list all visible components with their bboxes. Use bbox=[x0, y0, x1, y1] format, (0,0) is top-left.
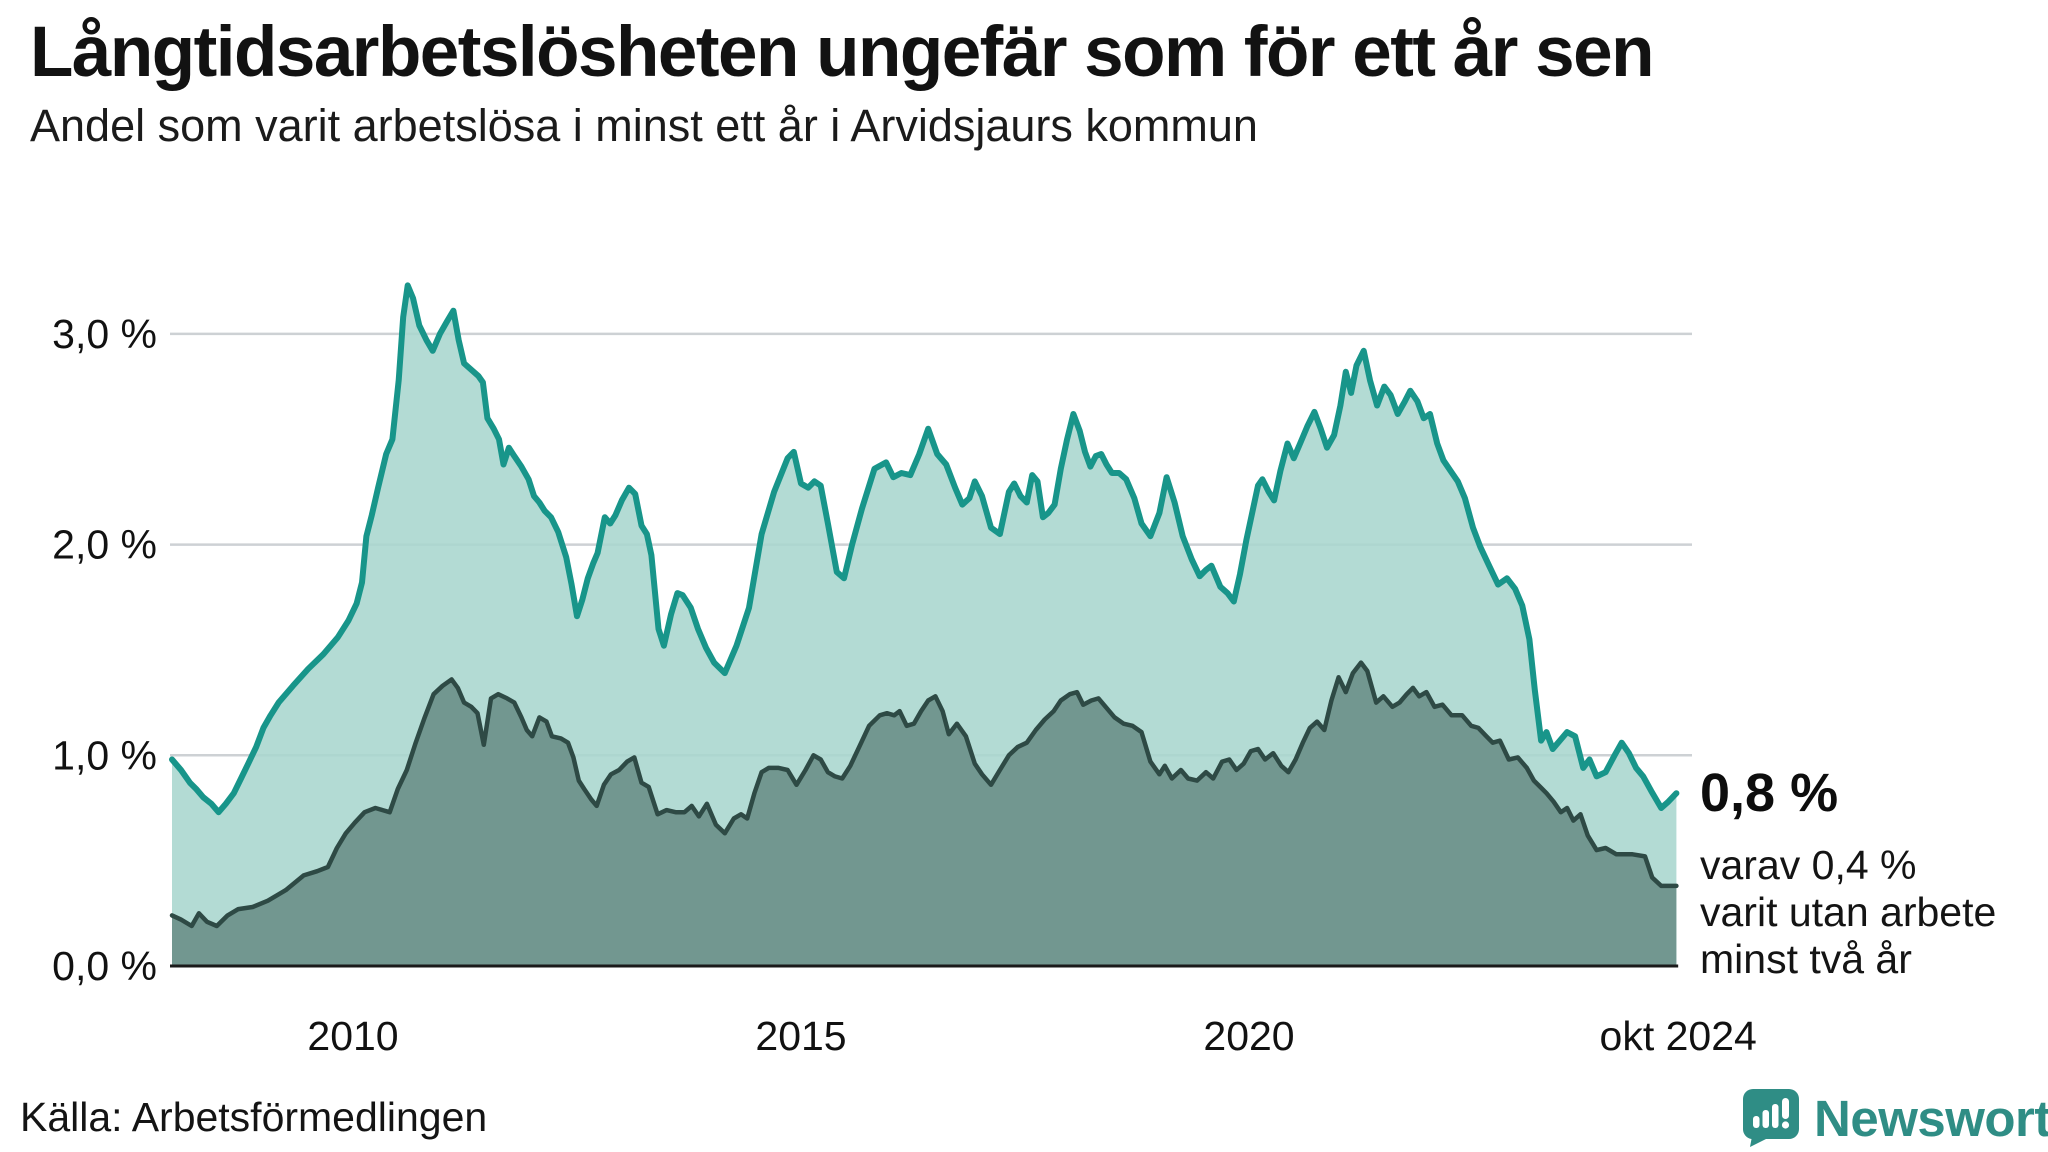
x-axis-label: 2020 bbox=[1203, 1013, 1294, 1059]
annotation-note-line: minst två år bbox=[1700, 936, 1912, 983]
x-axis-label: 2015 bbox=[755, 1013, 846, 1059]
y-axis-label: 1,0 % bbox=[52, 732, 157, 778]
x-axis-label: okt 2024 bbox=[1600, 1013, 1757, 1059]
newsworthy-wordmark: Newsworthy bbox=[1814, 1089, 2048, 1147]
source-note: Källa: Arbetsförmedlingen bbox=[20, 1094, 488, 1140]
latest-two-year-note: varav 0,4 % varit utan arbete minst två år bbox=[1700, 842, 2030, 983]
series-two-years-fill bbox=[172, 662, 1677, 966]
annotation-note-line: varit utan arbete bbox=[1700, 889, 1997, 936]
x-axis-label: 2010 bbox=[307, 1013, 398, 1059]
y-axis-label: 0,0 % bbox=[52, 943, 157, 989]
series-two-years-line bbox=[169, 660, 1679, 929]
newsworthy-logo: Newsworthy bbox=[1742, 1088, 2048, 1148]
latest-value-annotation: 0,8 % varav 0,4 % varit utan arbete minst … bbox=[1700, 762, 2030, 983]
newsworthy-logo-icon bbox=[1742, 1089, 1799, 1147]
chart-subtitle: Andel som varit arbetslösa i minst ett å… bbox=[30, 100, 1258, 151]
y-axis-label: 3,0 % bbox=[52, 311, 157, 357]
y-axis-label: 2,0 % bbox=[52, 522, 157, 568]
annotation-note-line: varav 0,4 % bbox=[1700, 842, 1917, 888]
latest-total-value: 0,8 % bbox=[1700, 763, 1839, 823]
series-total-line bbox=[169, 282, 1680, 816]
page-title: Långtidsarbetslösheten ungefär som för e… bbox=[30, 13, 1654, 92]
